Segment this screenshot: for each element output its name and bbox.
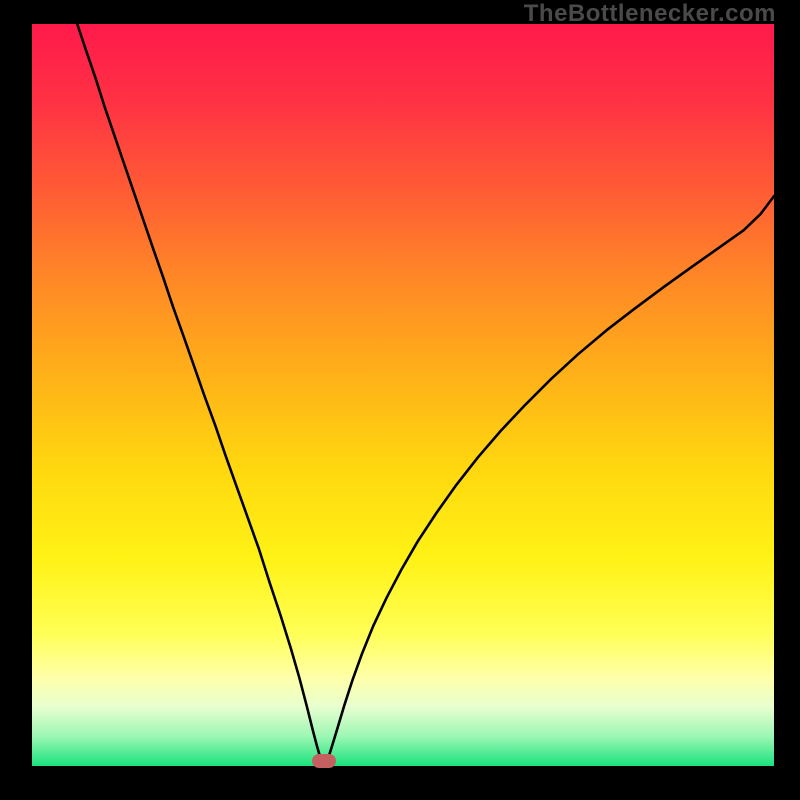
chart-frame: TheBottlenecker.com (0, 0, 800, 800)
plot-area (32, 24, 774, 766)
optimum-marker (312, 754, 336, 768)
bottleneck-curve (32, 24, 774, 766)
curve-path (77, 24, 774, 766)
watermark-text: TheBottlenecker.com (524, 0, 776, 28)
